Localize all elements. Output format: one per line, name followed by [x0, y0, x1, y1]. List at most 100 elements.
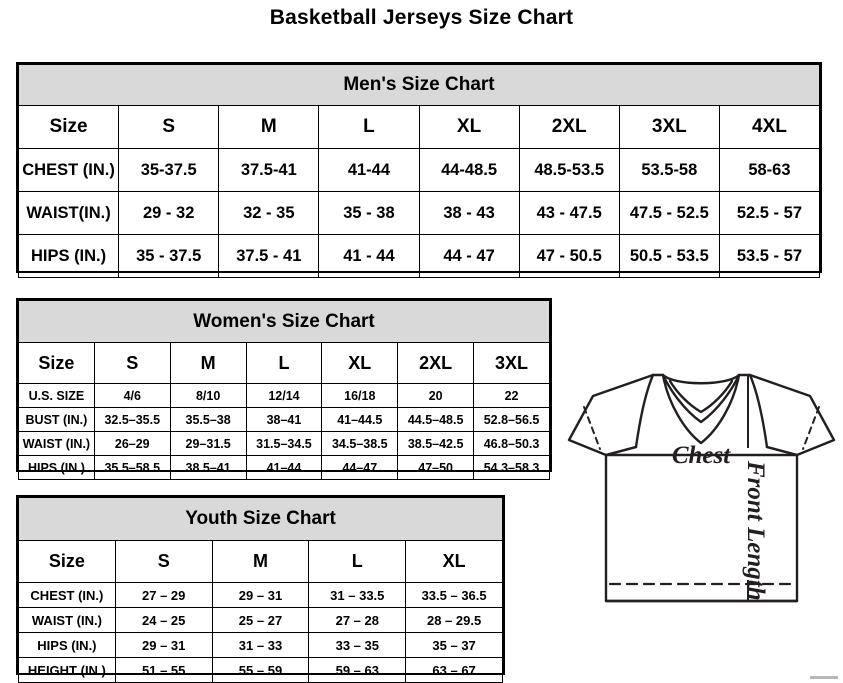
womens-col-header-s: S [93, 342, 171, 384]
mens-col-header-2xl: 2XL [518, 105, 620, 149]
youth-caption-row: Youth Size Chart [18, 497, 503, 541]
left-sleeve-hem [604, 445, 638, 457]
mens-row-label-hips: HIPS (IN.) [17, 234, 120, 278]
page-title: Basketball Jerseys Size Chart [269, 6, 574, 29]
table-row: U.S. SIZE 4/6 8/10 12/14 16/18 20 22 [18, 383, 550, 408]
mens-waist-4xl: 52.5 - 57 [718, 191, 821, 235]
womens-bust-3xl: 52.8–56.5 [473, 407, 550, 432]
table-row: BUST (IN.) 32.5–35.5 35.5–38 38–41 41–44… [18, 407, 550, 432]
womens-ussize-l: 12/14 [245, 383, 323, 408]
youth-col-header-xl: XL [405, 540, 503, 583]
neckline-band-2 [668, 379, 734, 414]
mens-chest-s: 35-37.5 [118, 148, 220, 192]
mens-hips-l: 41 - 44 [318, 234, 420, 278]
right-cuff-stitch [802, 406, 820, 450]
womens-waist-l: 31.5–34.5 [245, 431, 323, 456]
womens-row-label-waist: WAIST (IN.) [18, 431, 95, 456]
youth-hips-s: 29 – 31 [114, 632, 213, 658]
table-row: HIPS (IN.) 35.5–58.5 38.5–41 41–44 44–47… [18, 455, 550, 480]
mens-waist-3xl: 47.5 - 52.5 [618, 191, 720, 235]
womens-col-header-2xl: 2XL [397, 342, 475, 384]
youth-size-chart: Youth Size Chart Size S M L XL CHEST (IN… [16, 495, 505, 683]
mens-col-header-xl: XL [418, 105, 520, 149]
mens-col-header-l: L [318, 105, 420, 149]
womens-bust-m: 35.5–38 [169, 407, 247, 432]
mens-chest-2xl: 48.5-53.5 [518, 148, 620, 192]
womens-hips-m: 38.5–41 [169, 455, 247, 480]
youth-col-header-size: Size [18, 540, 116, 583]
womens-row-label-hips: HIPS (IN.) [18, 455, 95, 480]
youth-header-row: Size S M L XL [18, 540, 503, 583]
mens-chest-4xl: 58-63 [718, 148, 821, 192]
youth-chest-l: 31 – 33.5 [308, 582, 407, 608]
mens-hips-4xl: 53.5 - 57 [718, 234, 821, 278]
youth-chest-m: 29 – 31 [211, 582, 310, 608]
jersey-measurement-diagram: Chest Front Length [560, 348, 843, 648]
table-row: CHEST (IN.) 35-37.5 37.5-41 41-44 44-48.… [17, 148, 821, 192]
womens-col-header-size: Size [18, 342, 95, 384]
mens-row-label-waist: WAIST(IN.) [17, 191, 120, 235]
womens-ussize-xl: 16/18 [321, 383, 399, 408]
mens-hips-s: 35 - 37.5 [118, 234, 220, 278]
right-sleeve-hem [765, 445, 799, 457]
womens-caption-row: Women's Size Chart [18, 300, 550, 343]
womens-size-chart: Women's Size Chart Size S M L XL 2XL 3XL… [16, 298, 552, 480]
womens-hips-s: 35.5–58.5 [93, 455, 171, 480]
mens-waist-2xl: 43 - 47.5 [518, 191, 620, 235]
womens-waist-m: 29–31.5 [169, 431, 247, 456]
womens-row-label-us-size: U.S. SIZE [18, 383, 95, 408]
womens-col-header-m: M [169, 342, 247, 384]
left-shoulder-seam [634, 373, 655, 449]
mens-waist-m: 32 - 35 [218, 191, 320, 235]
womens-waist-3xl: 46.8–50.3 [473, 431, 550, 456]
womens-hips-xl: 44–47 [321, 455, 399, 480]
mens-col-header-3xl: 3XL [618, 105, 720, 149]
mens-waist-xl: 38 - 43 [418, 191, 520, 235]
youth-chest-xl: 33.5 – 36.5 [405, 582, 503, 608]
youth-col-header-l: L [308, 540, 407, 583]
mens-chart-caption: Men's Size Chart [18, 64, 820, 106]
youth-row-label-hips: HIPS (IN.) [18, 632, 116, 658]
womens-row-label-bust: BUST (IN.) [18, 407, 95, 432]
womens-hips-l: 41–44 [245, 455, 323, 480]
youth-waist-l: 27 – 28 [308, 607, 407, 633]
womens-chart-caption: Women's Size Chart [18, 300, 550, 343]
youth-col-header-m: M [211, 540, 310, 583]
mens-waist-l: 35 - 38 [318, 191, 420, 235]
youth-row-label-waist: WAIST (IN.) [18, 607, 116, 633]
womens-header-row: Size S M L XL 2XL 3XL [18, 342, 550, 384]
youth-chart-caption: Youth Size Chart [18, 497, 503, 541]
womens-col-header-l: L [245, 342, 323, 384]
mens-hips-xl: 44 - 47 [418, 234, 520, 278]
mens-row-label-chest: CHEST (IN.) [17, 148, 120, 192]
youth-waist-m: 25 – 27 [211, 607, 310, 633]
womens-waist-s: 26–29 [93, 431, 171, 456]
left-cuff-stitch [583, 406, 601, 450]
womens-bust-s: 32.5–35.5 [93, 407, 171, 432]
youth-hips-m: 31 – 33 [211, 632, 310, 658]
table-row: CHEST (IN.) 27 – 29 29 – 31 31 – 33.5 33… [18, 582, 503, 608]
mens-hips-3xl: 50.5 - 53.5 [618, 234, 720, 278]
table-row: WAIST (IN.) 26–29 29–31.5 31.5–34.5 34.5… [18, 431, 550, 456]
table-row: HIPS (IN.) 35 - 37.5 37.5 - 41 41 - 44 4… [17, 234, 821, 278]
youth-hips-l: 33 – 35 [308, 632, 407, 658]
womens-bust-l: 38–41 [245, 407, 323, 432]
womens-ussize-3xl: 22 [473, 383, 550, 408]
table-row: HIPS (IN.) 29 – 31 31 – 33 33 – 35 35 – … [18, 632, 503, 658]
mens-col-header-m: M [218, 105, 320, 149]
womens-ussize-m: 8/10 [169, 383, 247, 408]
womens-hips-2xl: 47–50 [397, 455, 475, 480]
womens-hips-3xl: 54.3–58.3 [473, 455, 550, 480]
chest-measure-label: Chest [672, 442, 731, 469]
mens-chest-3xl: 53.5-58 [618, 148, 720, 192]
table-row: WAIST (IN.) 24 – 25 25 – 27 27 – 28 28 –… [18, 607, 503, 633]
womens-bust-2xl: 44.5–48.5 [397, 407, 475, 432]
womens-col-header-3xl: 3XL [473, 342, 550, 384]
mens-caption-row: Men's Size Chart [18, 64, 820, 106]
womens-ussize-s: 4/6 [93, 383, 171, 408]
womens-waist-2xl: 38.5–42.5 [397, 431, 475, 456]
neckline-band-1 [661, 373, 741, 424]
womens-col-header-xl: XL [321, 342, 399, 384]
mens-header-row: Size S M L XL 2XL 3XL 4XL [17, 105, 821, 149]
youth-row-label-chest: CHEST (IN.) [18, 582, 116, 608]
